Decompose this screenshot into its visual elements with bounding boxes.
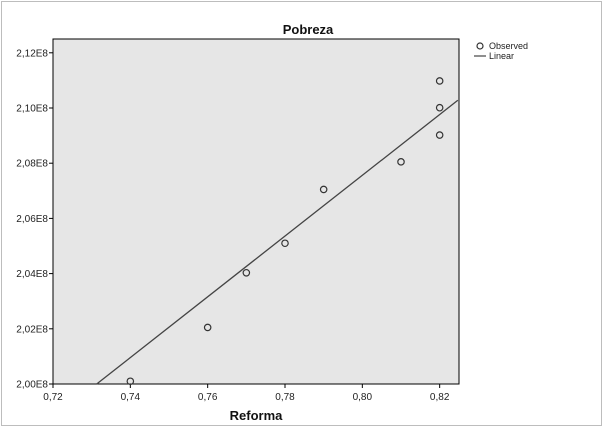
x-tick-label: 0,78 xyxy=(275,392,295,403)
chart-title: Pobreza xyxy=(283,22,334,37)
fit-line-layer xyxy=(96,99,459,385)
legend-observed-marker xyxy=(476,42,484,50)
x-tick-label: 0,80 xyxy=(353,392,373,403)
observed-point xyxy=(126,377,135,386)
observed-point xyxy=(319,185,328,194)
y-tick-label: 2,08E8 xyxy=(16,159,48,170)
y-tick-label: 2,04E8 xyxy=(16,269,48,280)
observed-point xyxy=(242,268,251,277)
y-tick-label: 2,12E8 xyxy=(16,48,48,59)
x-tick-label: 0,72 xyxy=(43,392,63,403)
observed-point xyxy=(281,239,289,248)
observed-point xyxy=(435,131,444,139)
y-tick-label: 2,10E8 xyxy=(16,104,48,115)
legend-linear-label: Linear xyxy=(489,51,514,61)
plot-area xyxy=(52,38,460,385)
y-axis: 2,00E8 2,02E8 2,04E8 2,06E8 2,08E8 2,10E8 2,12… xyxy=(16,48,53,391)
legend-observed-label: Observed xyxy=(489,41,528,51)
observed-point xyxy=(203,323,212,332)
x-axis-label: Reforma xyxy=(230,408,284,423)
y-tick-label: 2,00E8 xyxy=(16,380,48,391)
points-layer xyxy=(126,77,444,386)
legend: Observed Linear xyxy=(474,41,528,61)
x-tick-label: 0,74 xyxy=(121,392,141,403)
x-tick-label: 0,76 xyxy=(198,392,218,403)
x-tick-label: 0,82 xyxy=(430,392,450,403)
observed-point xyxy=(435,103,444,112)
y-tick-label: 2,02E8 xyxy=(16,324,48,335)
x-axis: 0,72 0,74 0,76 0,78 0,80 0,82 xyxy=(43,384,450,403)
observed-point xyxy=(397,158,405,166)
observed-point xyxy=(435,77,444,85)
y-tick-label: 2,06E8 xyxy=(16,214,48,225)
linear-fit-line xyxy=(96,99,459,385)
